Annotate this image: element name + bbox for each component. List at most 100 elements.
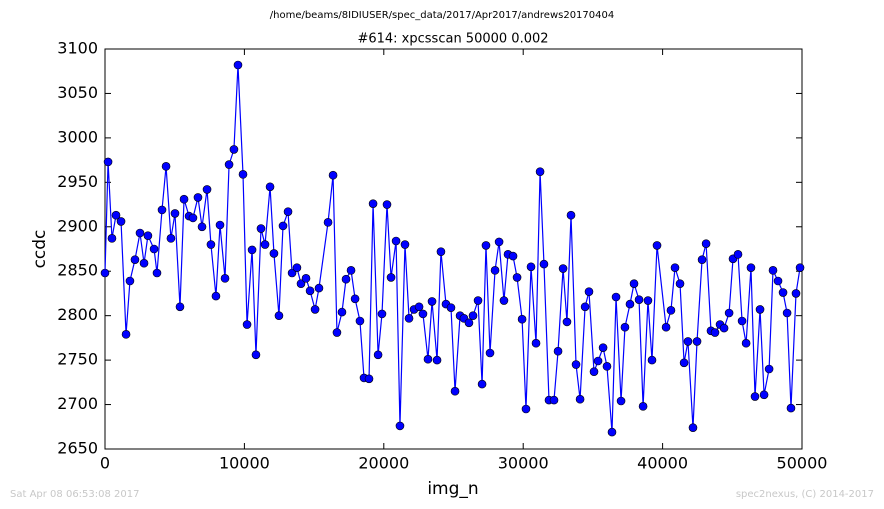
data-point: [450, 386, 460, 396]
data-point: [427, 297, 437, 306]
data-point: [584, 287, 594, 296]
data-point: [310, 305, 320, 314]
data-point: [499, 296, 509, 305]
data-point: [733, 250, 743, 259]
data-point: [301, 274, 311, 283]
data-point: [759, 390, 769, 400]
data-point: [238, 170, 248, 179]
data-point: [446, 303, 456, 312]
data-point: [786, 403, 796, 413]
data-point: [269, 249, 279, 258]
data-point: [107, 234, 117, 243]
data-point: [782, 308, 792, 318]
data-point: [283, 207, 293, 216]
data-point: [355, 316, 365, 326]
data-point: [629, 279, 639, 288]
data-point: [746, 263, 756, 272]
data-point: [670, 263, 680, 272]
y-tick-label: 2950: [57, 172, 98, 191]
data-point: [593, 356, 603, 366]
data-point: [638, 402, 648, 411]
data-point: [292, 263, 302, 272]
data-point: [305, 286, 315, 296]
data-point: [620, 322, 630, 332]
data-point: [464, 318, 474, 328]
data-point: [103, 157, 113, 167]
data-point: [260, 240, 270, 249]
x-tick-label: 0: [100, 454, 110, 473]
x-tick-label: 40000: [637, 454, 688, 473]
data-point: [418, 309, 428, 319]
data-point: [350, 294, 360, 304]
data-point: [224, 160, 234, 169]
data-point: [535, 167, 545, 176]
data-point: [778, 288, 788, 297]
data-point: [386, 273, 396, 282]
data-point: [111, 210, 121, 220]
data-point: [791, 289, 801, 298]
x-tick-label: 50000: [777, 454, 828, 473]
data-point: [531, 338, 541, 348]
y-tick-label: 3100: [57, 39, 98, 58]
y-tick-label: 3050: [57, 83, 98, 102]
data-point: [432, 355, 442, 365]
data-point: [589, 367, 599, 376]
data-point: [256, 224, 266, 233]
data-point: [508, 251, 518, 261]
data-point: [229, 145, 239, 154]
data-point: [296, 279, 306, 288]
data-point: [116, 217, 126, 226]
data-point: [697, 255, 707, 264]
data-point: [423, 354, 433, 364]
data-point: [512, 273, 522, 282]
data-point: [768, 266, 778, 275]
data-point: [755, 305, 765, 314]
data-point: [558, 264, 568, 273]
data-point: [247, 245, 257, 255]
data-point: [364, 374, 374, 384]
data-point: [526, 262, 536, 272]
chart-title: #614: xpcsscan 50000 0.002: [357, 32, 548, 47]
data-point: [328, 170, 338, 180]
data-point: [575, 394, 585, 404]
data-point: [625, 299, 635, 309]
data-point: [373, 350, 383, 360]
data-point: [206, 240, 216, 249]
data-point: [149, 244, 159, 254]
data-point: [152, 268, 162, 278]
data-point: [414, 302, 424, 312]
data-point: [314, 283, 324, 293]
data-point: [251, 350, 261, 360]
y-tick-label: 2700: [57, 394, 98, 413]
data-point: [278, 221, 288, 231]
data-point: [274, 311, 284, 320]
data-point: [795, 263, 805, 272]
data-point: [125, 276, 135, 286]
data-point: [265, 182, 275, 192]
data-point: [611, 292, 621, 302]
timestamp: Sat Apr 08 06:53:08 2017: [10, 489, 140, 500]
data-point: [490, 266, 500, 275]
data-point: [598, 343, 608, 352]
data-point: [193, 193, 203, 202]
data-point: [701, 239, 711, 248]
data-point: [481, 241, 491, 250]
data-point: [571, 360, 581, 369]
data-point: [562, 317, 572, 327]
data-point: [175, 302, 185, 312]
data-point: [139, 258, 149, 268]
data-point: [692, 337, 702, 346]
data-point: [737, 316, 747, 326]
data-point: [616, 396, 626, 406]
data-point: [220, 274, 230, 283]
data-point: [179, 194, 189, 204]
data-point: [143, 231, 153, 240]
data-point: [602, 362, 612, 371]
data-point: [130, 255, 140, 264]
data-point: [166, 234, 176, 243]
data-point: [539, 259, 549, 269]
data-point: [741, 338, 751, 348]
data-point: [517, 314, 527, 324]
